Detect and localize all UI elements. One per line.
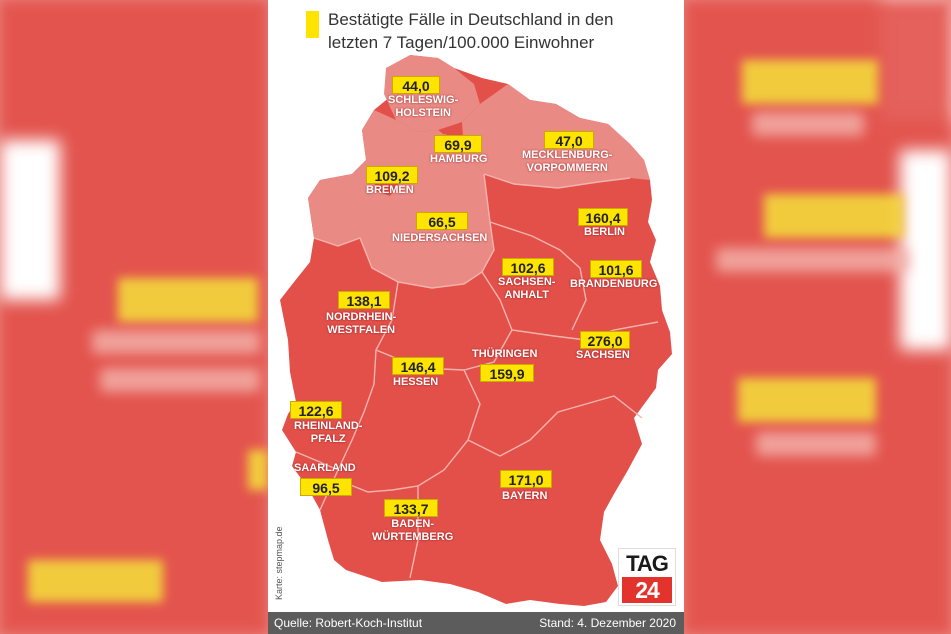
map-credit: Karte: stepmap.de [274,526,284,600]
background-blurred-label [118,278,258,322]
state-name-label: NORDRHEIN- WESTFALEN [326,311,397,336]
state-name-label: HESSEN [393,376,439,388]
background-blurred-label [92,330,260,354]
background-blurred-label [100,368,260,392]
background-blurred-label [764,194,904,238]
map-card: Bestätigte Fälle in Deutschland in den l… [268,0,684,634]
background-blurred-label [248,450,268,490]
state-value-box: 138,1 [338,291,390,309]
state-value-box: 146,4 [392,357,444,375]
background-blurred-label [752,112,864,136]
state-value-box: 96,5 [300,478,352,496]
state-value-box: 133,7 [384,499,438,517]
state-name-label: NIEDERSACHSEN [392,232,488,244]
state-name-label: BREMEN [366,184,414,196]
state-name-label: SAARLAND [294,462,356,474]
background-blurred-label [28,560,163,602]
background-white-patch [0,140,60,300]
logo-text-tag: TAG [626,551,669,576]
tag24-logo: TAG 24 [618,548,676,606]
state-value-box: 171,0 [500,470,552,488]
date-text: Stand: 4. Dezember 2020 [539,616,676,630]
map-title: Bestätigte Fälle in Deutschland in den l… [328,10,614,52]
background-blurred-label [742,60,878,104]
state-name-label: MECKLENBURG- VORPOMMERN [522,149,613,174]
footer-bar: Quelle: Robert-Koch-Institut Stand: 4. D… [268,612,684,634]
logo-text-24: 24 [622,577,672,603]
state-name-label: SACHSEN- ANHALT [498,276,556,301]
background-blurred-label [738,378,876,422]
state-name-label: SCHLESWIG- HOLSTEIN [388,94,459,119]
state-value-box: 44,0 [392,76,440,94]
state-name-label: BADEN- WÜRTEMBERG [372,518,454,543]
state-name-label: BERLIN [584,226,625,238]
background-blurred-label [756,432,876,456]
state-value-box: 122,6 [290,401,342,419]
state-name-label: BAYERN [502,490,548,502]
state-name-label: HAMBURG [430,153,488,165]
state-borders [295,173,659,579]
state-value-box: 276,0 [580,331,630,349]
background-blurred-label [716,248,910,272]
state-name-label: RHEINLAND- PFALZ [294,420,363,445]
state-value-box: 47,0 [544,131,594,149]
state-value-box: 69,9 [434,135,482,153]
state-name-label: BRANDENBURG [570,278,658,290]
state-value-box: 101,6 [590,260,642,278]
source-text: Quelle: Robert-Koch-Institut [274,616,423,630]
state-name-label: SACHSEN [576,349,630,361]
germany-map [280,55,672,606]
state-value-box: 102,6 [502,258,554,276]
state-name-label: THÜRINGEN [472,348,538,360]
state-value-box: 66,5 [416,212,468,230]
title-accent-bar [306,11,319,38]
state-value-box: 160,4 [578,208,628,226]
state-value-box: 159,9 [480,364,534,382]
state-value-box: 109,2 [366,166,418,184]
